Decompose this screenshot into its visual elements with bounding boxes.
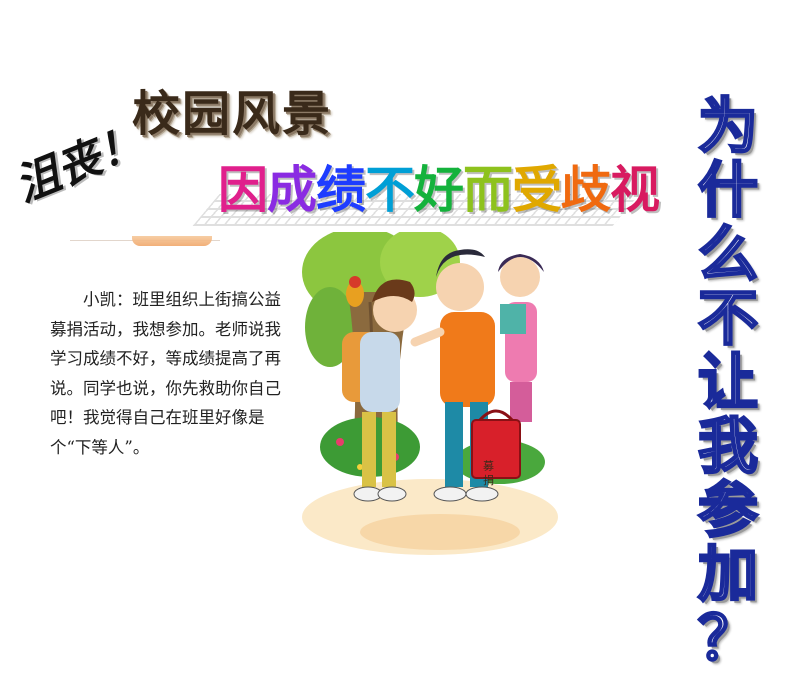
headline-char: 而 [463,161,513,219]
headline-char: 好 [414,161,464,219]
question-char: 参 [697,476,760,546]
question-char: 什 [697,156,760,226]
headline-char: 绩 [316,161,366,219]
donation-box-label: 募 捐 [482,460,495,486]
headline-char: 视 [610,161,660,219]
rainbow-headline: 因成绩不好而受歧视 [192,150,660,230]
cartoon-illustration: 募 捐 [302,232,558,555]
headline-char: 受 [512,161,562,219]
vertical-question: 为什么不让我参加？ [688,92,768,674]
question-char: 让 [697,348,760,418]
headline-char: 因 [218,161,268,219]
story-paragraph: 小凯：班里组织上街搞公益募捐活动，我想参加。老师说我学习成绩不好，等成绩提高了再… [50,290,281,457]
question-char: 为 [697,92,760,162]
bird [346,281,364,307]
girl-figure [498,254,544,422]
question-char: ？ [697,604,760,674]
orange-decoration [132,236,212,246]
headline-char: 歧 [561,161,611,219]
page-title: 校园风景 [132,86,333,142]
headline-text: 因成绩不好而受歧视 [218,150,660,222]
question-char: 加 [697,540,760,610]
question-char: 我 [697,412,760,482]
donation-box: 募 捐 [471,409,521,486]
headline-char: 成 [267,161,317,219]
headline-char: 不 [365,161,415,219]
story-text: 小凯：班里组织上街搞公益募捐活动，我想参加。老师说我学习成绩不好，等成绩提高了再… [50,285,292,462]
ground-shadow [360,514,520,550]
boy-left-figure [342,279,417,502]
question-char: 么 [697,220,760,290]
exclamation-text: 沮丧！ [8,115,150,213]
boy-center-figure [410,249,499,502]
question-char: 不 [697,284,760,354]
